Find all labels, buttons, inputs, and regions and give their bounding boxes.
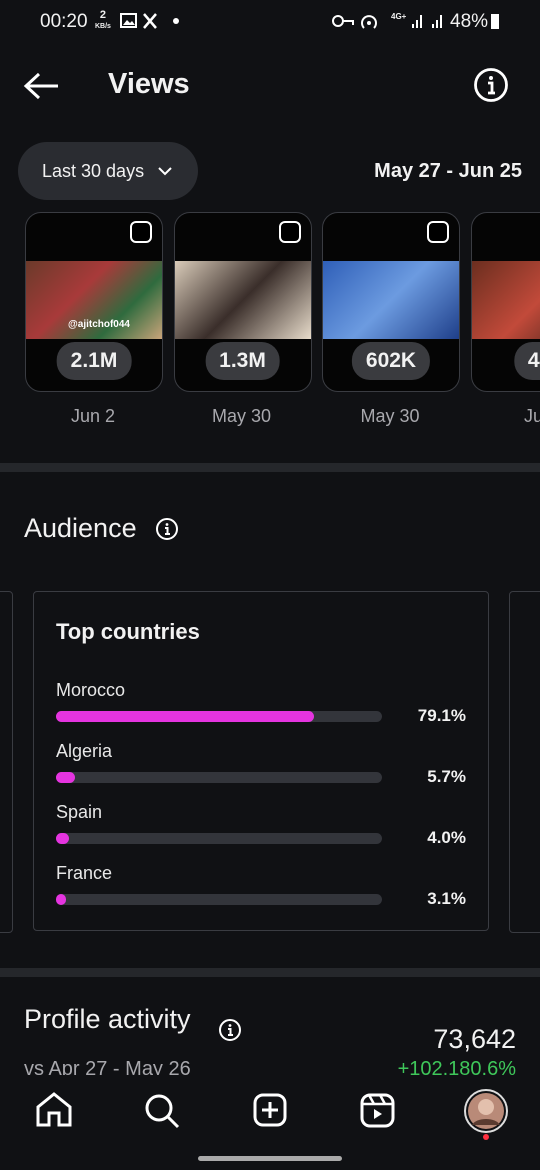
total: 73,642 xyxy=(433,1024,516,1054)
reel-icon xyxy=(427,221,449,243)
speed-unit: KB/s xyxy=(95,23,111,30)
reel-card[interactable]: 1.3M xyxy=(173,212,312,392)
country-share: 3.1% xyxy=(427,889,466,908)
bar-track xyxy=(56,711,382,722)
country-share: 79.1% xyxy=(417,706,466,725)
reel-card[interactable]: @ajitchof044 2.1M xyxy=(25,212,163,392)
bar xyxy=(56,711,314,722)
country-share: 4.0% xyxy=(427,828,466,847)
battery-icon xyxy=(491,14,499,29)
view-count: 44 xyxy=(513,342,540,380)
divider xyxy=(0,463,540,472)
network: 4G+ xyxy=(391,12,407,21)
reel-icon xyxy=(278,221,301,243)
back-button[interactable] xyxy=(22,70,62,102)
reel-date: May 30 xyxy=(360,406,420,426)
home-indicator xyxy=(198,1156,342,1161)
reel-card[interactable]: 44 xyxy=(470,212,540,392)
date-range: May 27 - Jun 25 xyxy=(374,160,522,182)
bar-track xyxy=(56,772,382,783)
country-name: Morocco xyxy=(56,680,126,700)
chevron xyxy=(158,167,172,176)
view-count: 1.3M xyxy=(205,342,280,380)
thumbnail xyxy=(26,261,162,339)
country-name: Algeria xyxy=(56,741,113,761)
bottom-nav xyxy=(0,1075,540,1170)
next-card xyxy=(509,591,540,933)
reel-icon xyxy=(130,221,152,243)
thumbnail xyxy=(323,261,459,339)
section-title: Audience xyxy=(24,513,137,543)
speed: 2 xyxy=(99,9,107,21)
reel-card[interactable]: 602K xyxy=(322,212,460,392)
section-title: Profile activity xyxy=(24,1004,191,1034)
view-count: 602K xyxy=(351,342,431,380)
nav-icons xyxy=(36,1089,508,1140)
info-icon[interactable] xyxy=(155,517,179,541)
bar-track xyxy=(56,894,382,905)
card-title: Top countries xyxy=(56,619,200,644)
info-button[interactable] xyxy=(473,67,509,103)
bar xyxy=(56,894,67,905)
status-icons-right xyxy=(332,15,377,29)
profile[interactable] xyxy=(464,1089,508,1140)
bar xyxy=(56,772,75,783)
comparison: vs Apr 27 - May 26 xyxy=(24,1058,191,1080)
reel-date: Jun xyxy=(523,406,540,426)
country-name: France xyxy=(56,863,113,883)
view-count: 2.1M xyxy=(56,342,132,380)
range-label: Last 30 days xyxy=(42,161,145,181)
divider xyxy=(0,968,540,977)
reel-tag: @ajitchof044 xyxy=(68,319,130,330)
reel-date: Jun 2 xyxy=(70,406,116,426)
battery-level: 48% xyxy=(450,11,489,32)
bar-track xyxy=(56,833,382,844)
status-icons xyxy=(120,13,179,29)
thumbnail xyxy=(174,261,311,339)
clock: 00:20 xyxy=(40,11,88,32)
page-title: Views xyxy=(108,68,190,100)
reels-tab[interactable] xyxy=(360,1093,395,1128)
signal xyxy=(412,15,442,28)
net-speed: 2 KB/s xyxy=(95,10,111,32)
country-share: 5.7% xyxy=(427,767,466,786)
bar xyxy=(56,833,70,844)
home[interactable] xyxy=(36,1092,72,1127)
prev-card xyxy=(0,591,13,933)
reel-date: May 30 xyxy=(211,406,272,426)
range-dropdown[interactable]: Last 30 days xyxy=(18,142,198,200)
thumbnail xyxy=(471,261,540,339)
change: +102,180.6% xyxy=(397,1058,516,1080)
country-name: Spain xyxy=(56,802,103,822)
info-icon[interactable] xyxy=(218,1018,242,1042)
create[interactable] xyxy=(253,1093,287,1127)
search[interactable] xyxy=(145,1094,180,1129)
top-countries-card xyxy=(33,591,489,931)
